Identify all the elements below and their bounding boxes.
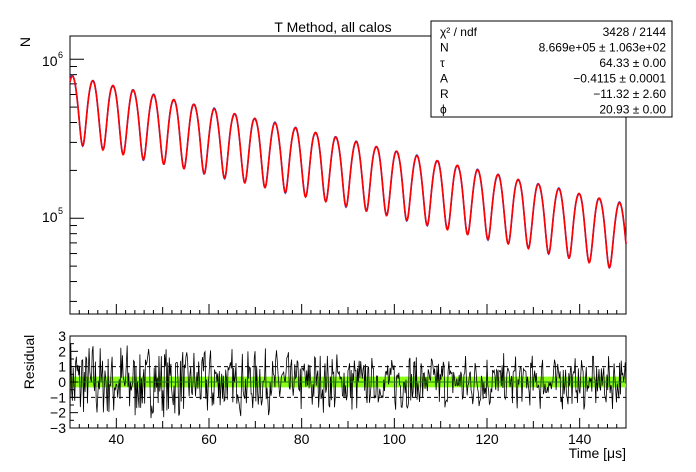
residual-x-axis-ticks: 40 60 80 100 120 140 bbox=[69, 418, 627, 447]
fit-stats-label: χ² / ndf bbox=[440, 25, 478, 39]
fit-stats-label: R bbox=[440, 87, 449, 101]
residual-x-tick-label: 100 bbox=[383, 431, 407, 447]
residual-y-tick-label: −2 bbox=[50, 405, 66, 421]
y-tick-label-1e5-exp: 5 bbox=[58, 206, 63, 216]
fit-stats-value: −11.32 ± 2.60 bbox=[593, 87, 666, 101]
fit-stats-value: 64.33 ± 0.00 bbox=[599, 56, 666, 70]
main-y-axis-label: N bbox=[17, 37, 33, 47]
residual-x-tick-label: 80 bbox=[294, 431, 310, 447]
residual-x-axis-label: Time [μs] bbox=[569, 445, 626, 461]
residual-y-tick-label: 0 bbox=[58, 374, 66, 390]
fit-stats-label: τ bbox=[440, 56, 445, 70]
fit-stats-rows: χ² / ndf 3428 / 2144 N 8.669e+05 ± 1.063e+0… bbox=[440, 25, 666, 117]
y-tick-label-1e5: 10 5 bbox=[42, 206, 63, 225]
fit-stats-value: 3428 / 2144 bbox=[603, 25, 667, 39]
residual-y-tick-label: 3 bbox=[58, 328, 66, 344]
y-tick-label-1e5-base: 10 bbox=[42, 209, 58, 225]
y-tick-label-1e6: 10 6 bbox=[42, 50, 63, 69]
fit-stats-frame bbox=[430, 20, 673, 118]
residual-y-axis-label: Residual bbox=[21, 335, 37, 389]
residual-y-tick-label: −1 bbox=[50, 389, 66, 405]
y-tick-label-1e6-exp: 6 bbox=[58, 50, 63, 60]
main-plot-panel: N 10 6 10 5 bbox=[17, 35, 627, 315]
residual-x-tick-label: 40 bbox=[109, 431, 125, 447]
fit-stats-label: N bbox=[440, 41, 449, 55]
main-x-axis-ticks bbox=[69, 304, 627, 314]
residual-y-tick-label: −3 bbox=[50, 420, 66, 436]
fit-stats-value: 20.93 ± 0.00 bbox=[599, 103, 666, 117]
fit-stats-label: A bbox=[440, 72, 448, 86]
residual-x-tick-label: 140 bbox=[568, 431, 592, 447]
main-curves bbox=[69, 74, 627, 270]
residual-x-tick-label: 120 bbox=[475, 431, 499, 447]
residual-series-line bbox=[69, 343, 627, 421]
fit-stats-box: χ² / ndf 3428 / 2144 N 8.669e+05 ± 1.063e+0… bbox=[430, 20, 673, 118]
fit-stats-label: ϕ bbox=[440, 103, 447, 117]
fit-stats-value: −0.4115 ± 0.0001 bbox=[573, 72, 666, 86]
chart-title: T Method, all calos bbox=[274, 19, 391, 35]
fit-stats-value: 8.669e+05 ± 1.063e+02 bbox=[539, 41, 667, 55]
residual-y-tick-label: 2 bbox=[58, 343, 66, 359]
fit-curve-line bbox=[69, 75, 627, 269]
y-tick-label-1e6-base: 10 bbox=[42, 53, 58, 69]
residual-y-tick-label: 1 bbox=[58, 359, 66, 375]
residual-x-tick-label: 60 bbox=[201, 431, 217, 447]
residual-curves bbox=[69, 343, 627, 421]
main-y-axis-ticks bbox=[70, 58, 84, 302]
